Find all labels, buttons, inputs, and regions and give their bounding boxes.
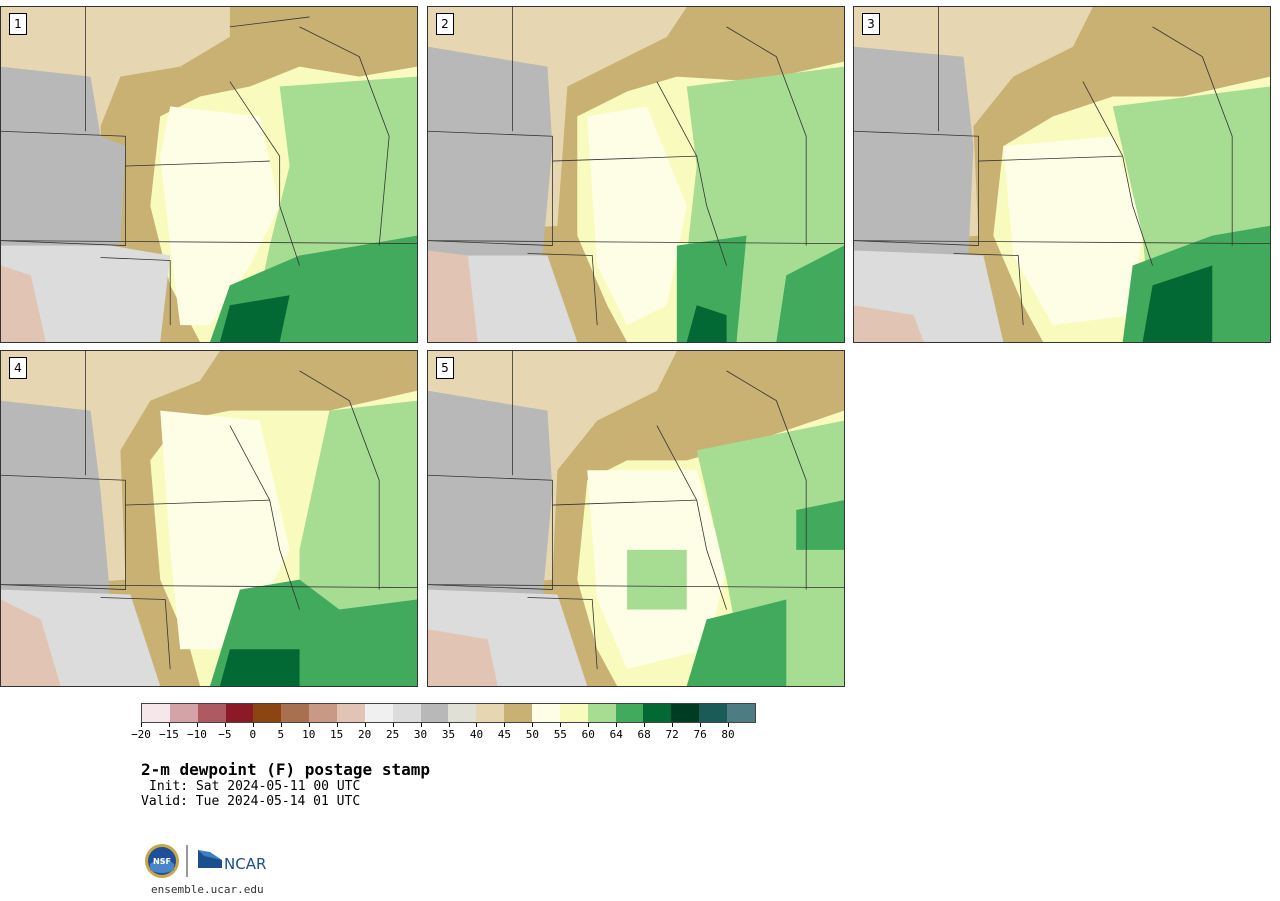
colorbar-tick bbox=[196, 723, 198, 727]
colorbar-tick-label: −15 bbox=[159, 728, 179, 741]
colorbar-segment bbox=[309, 704, 338, 722]
colorbar-tick-label: 55 bbox=[553, 728, 567, 741]
footer-url[interactable]: ensemble.ucar.edu bbox=[151, 883, 264, 896]
colorbar bbox=[141, 703, 756, 723]
colorbar-tick-label: 60 bbox=[581, 728, 595, 741]
colorbar-segment bbox=[420, 704, 449, 722]
nsf-seal-text: NSF bbox=[153, 857, 171, 866]
colorbar-tick-label: 5 bbox=[277, 728, 285, 741]
dewpoint-map-5 bbox=[428, 351, 844, 686]
colorbar-tick-label: 80 bbox=[721, 728, 735, 741]
panel-number-2: 2 bbox=[436, 13, 454, 35]
dewpoint-map-1 bbox=[1, 7, 417, 342]
colorbar-segment bbox=[364, 704, 393, 722]
colorbar-tick bbox=[252, 723, 254, 727]
colorbar-tick bbox=[420, 723, 422, 727]
postage-stamp-panel-5[interactable]: 5 bbox=[427, 350, 845, 687]
colorbar-segment bbox=[197, 704, 226, 722]
panel-number-3: 3 bbox=[862, 13, 880, 35]
colorbar-tick-label: 72 bbox=[665, 728, 679, 741]
colorbar-tick-label: −5 bbox=[218, 728, 232, 741]
colorbar-segment bbox=[142, 704, 170, 722]
colorbar-segment bbox=[337, 704, 365, 722]
colorbar-segment bbox=[671, 704, 700, 722]
colorbar-tick-label: 68 bbox=[637, 728, 651, 741]
colorbar-segment bbox=[169, 704, 198, 722]
colorbar-tick-label: 76 bbox=[693, 728, 707, 741]
postage-stamp-panel-1[interactable]: 1 bbox=[0, 6, 418, 343]
colorbar-tick bbox=[672, 723, 674, 727]
colorbar-tick bbox=[448, 723, 450, 727]
logos: NSF NCAR bbox=[144, 842, 274, 880]
colorbar-tick bbox=[644, 723, 646, 727]
colorbar-segment bbox=[281, 704, 310, 722]
colorbar-tick-label: 25 bbox=[385, 728, 400, 741]
colorbar-tick-label: 15 bbox=[330, 728, 344, 741]
colorbar-tick bbox=[700, 723, 702, 727]
colorbar-segment bbox=[532, 704, 560, 722]
panel-number-1: 1 bbox=[9, 13, 27, 35]
colorbar-segment bbox=[476, 704, 505, 722]
postage-stamp-panel-2[interactable]: 2 bbox=[427, 6, 845, 343]
dewpoint-map-3 bbox=[854, 7, 1270, 342]
postage-stamp-panel-4[interactable]: 4 bbox=[0, 350, 418, 687]
colorbar-tick bbox=[141, 723, 142, 727]
colorbar-tick bbox=[532, 723, 534, 727]
colorbar-segment bbox=[559, 704, 588, 722]
colorbar-tick-label: 40 bbox=[469, 728, 484, 741]
colorbar-tick-label: −20 bbox=[131, 728, 151, 741]
colorbar-segment bbox=[727, 704, 755, 722]
colorbar-tick-label: 45 bbox=[497, 728, 512, 741]
colorbar-segment bbox=[448, 704, 477, 722]
colorbar-segment bbox=[699, 704, 728, 722]
colorbar-tick bbox=[168, 723, 170, 727]
colorbar-tick bbox=[364, 723, 366, 727]
colorbar-tick bbox=[280, 723, 282, 727]
colorbar-tick bbox=[224, 723, 226, 727]
colorbar-tick bbox=[504, 723, 506, 727]
colorbar-tick-label: 64 bbox=[609, 728, 623, 741]
colorbar-tick-label: 30 bbox=[413, 728, 428, 741]
colorbar-segment bbox=[615, 704, 644, 722]
colorbar-ticks: −20 −15 −10 −5 0 5 10 15 20 25 30 35 40 45 50 55 60 64 68 7… bbox=[131, 723, 756, 743]
colorbar-tick-label: 35 bbox=[441, 728, 456, 741]
init-time: Init: Sat 2024-05-11 00 UTC bbox=[149, 779, 361, 794]
ncar-logo-text: NCAR bbox=[224, 855, 266, 873]
colorbar-tick bbox=[728, 723, 730, 727]
nsf-ncar-logo: NSF NCAR bbox=[145, 844, 266, 878]
dewpoint-map-4 bbox=[1, 351, 417, 686]
colorbar-segment bbox=[587, 704, 616, 722]
map-title: 2-m dewpoint (F) postage stamp bbox=[141, 760, 430, 779]
panel-number-4: 4 bbox=[9, 357, 27, 379]
colorbar-tick bbox=[476, 723, 478, 727]
colorbar-tick bbox=[392, 723, 394, 727]
colorbar-segment bbox=[643, 704, 672, 722]
colorbar-tick bbox=[588, 723, 590, 727]
colorbar-tick-label: 10 bbox=[302, 728, 316, 741]
colorbar-segment bbox=[253, 704, 282, 722]
colorbar-tick-label: −10 bbox=[186, 728, 207, 741]
colorbar-tick-label: 50 bbox=[525, 728, 539, 741]
colorbar-tick-label: 20 bbox=[358, 728, 372, 741]
dewpoint-map-2 bbox=[428, 7, 844, 342]
colorbar-tick-label: 0 bbox=[249, 728, 257, 741]
colorbar-tick bbox=[308, 723, 310, 727]
nsf-seal-icon: NSF bbox=[145, 844, 179, 878]
panel-number-5: 5 bbox=[436, 357, 454, 379]
colorbar-tick bbox=[616, 723, 618, 727]
colorbar-tick bbox=[336, 723, 338, 727]
colorbar-tick bbox=[560, 723, 562, 727]
colorbar-segment bbox=[225, 704, 254, 722]
postage-stamp-panel-3[interactable]: 3 bbox=[853, 6, 1271, 343]
colorbar-segment bbox=[392, 704, 421, 722]
colorbar-segment bbox=[504, 704, 533, 722]
ncar-logo-icon: NCAR bbox=[198, 850, 266, 873]
valid-time: Valid: Tue 2024-05-14 01 UTC bbox=[141, 794, 361, 809]
